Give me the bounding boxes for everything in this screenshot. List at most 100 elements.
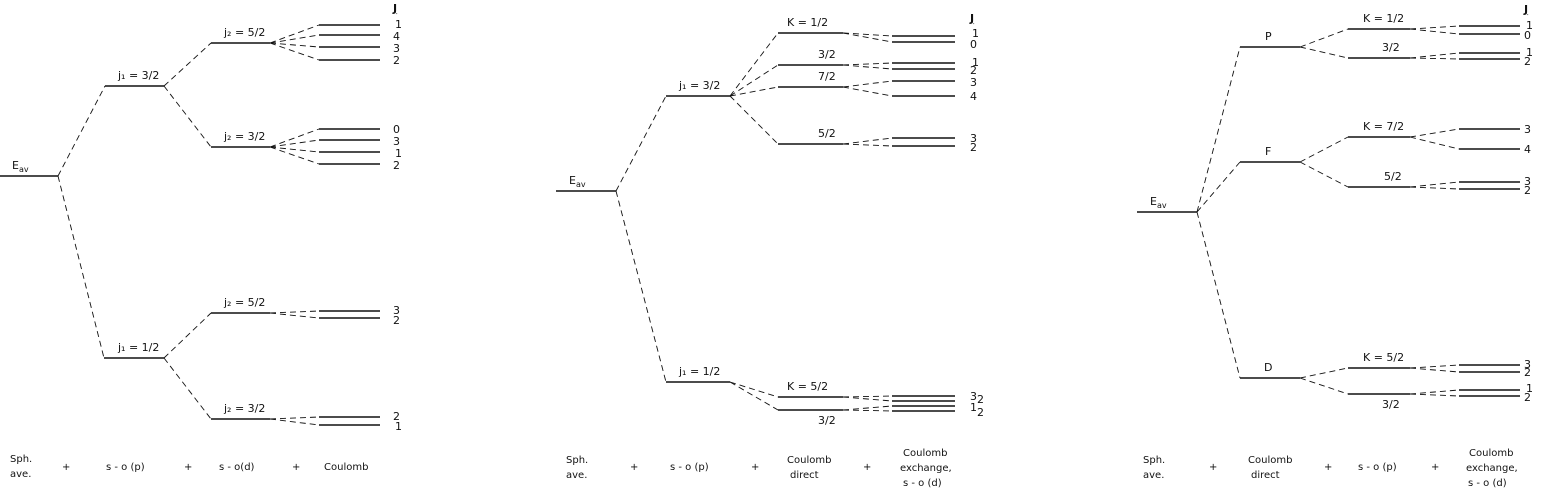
J-value: 2 (393, 314, 400, 327)
panel-2: Eav j₁ = 3/2 j₁ = 1/2 K = 1/2 3/2 7/2 5/… (556, 12, 984, 489)
K-label: 3/2 (1382, 41, 1400, 54)
svg-text:Coulomb: Coulomb (1469, 448, 1513, 459)
K-label: K = 1/2 (1363, 12, 1404, 25)
eav-label: Eav (569, 174, 586, 189)
K-label: K = 5/2 (787, 380, 828, 393)
J-value: 2 (977, 393, 984, 406)
svg-text:s - o (p): s - o (p) (106, 462, 145, 473)
svg-text:s - o (p): s - o (p) (1358, 462, 1397, 473)
K-label: 3/2 (818, 414, 836, 427)
final-levels (892, 35, 955, 412)
J-value: 1 (970, 401, 977, 414)
j2-label: j₂ = 3/2 (223, 402, 265, 415)
svg-text:Sph.: Sph. (1143, 455, 1165, 466)
svg-text:direct: direct (790, 470, 819, 481)
K-label: K = 7/2 (1363, 120, 1404, 133)
svg-text:ave.: ave. (10, 469, 31, 480)
J-value: 4 (970, 90, 977, 103)
connectors (57, 24, 320, 426)
J-value: 2 (970, 64, 977, 77)
axis-labels: Sph. ave. + s - o (p) + Coulomb direct +… (566, 448, 952, 489)
J-value: 2 (1524, 391, 1531, 404)
J-value: 1 (972, 56, 979, 69)
svg-text:Sph.: Sph. (566, 455, 588, 466)
svg-text:+: + (292, 462, 300, 473)
eav-label: Eav (1150, 195, 1167, 210)
J-value: 4 (393, 30, 400, 43)
j1-label: j₁ = 3/2 (117, 69, 159, 82)
J-value: 2 (977, 406, 984, 419)
svg-text:+: + (863, 462, 871, 473)
svg-text:s - o (d): s - o (d) (903, 478, 942, 489)
j1-label: j₁ = 3/2 (678, 79, 720, 92)
axis-labels: Sph. ave. + Coulomb direct + s - o (p) +… (1143, 448, 1518, 489)
svg-text:Coulomb: Coulomb (903, 448, 947, 459)
J-value: 0 (393, 123, 400, 136)
J-value: 3 (970, 132, 977, 145)
final-levels (1459, 25, 1520, 397)
j2-label: j₂ = 3/2 (223, 130, 265, 143)
J-value: 1 (1526, 46, 1533, 59)
j2-label: j₂ = 5/2 (223, 296, 265, 309)
j2-label: j₂ = 5/2 (223, 26, 265, 39)
svg-text:s - o (d): s - o (d) (1468, 478, 1507, 489)
svg-text:+: + (62, 462, 70, 473)
J-value: 2 (393, 159, 400, 172)
J-value: 3 (1524, 175, 1531, 188)
svg-text:s - o (p): s - o (p) (670, 462, 709, 473)
svg-text:+: + (184, 462, 192, 473)
svg-text:+: + (1324, 462, 1332, 473)
J-value: 3 (1524, 123, 1531, 136)
J-header: J (1523, 3, 1528, 16)
J-value: 1 (395, 420, 402, 433)
J-value: 4 (1524, 143, 1531, 156)
svg-text:+: + (630, 462, 638, 473)
L-label: P (1265, 30, 1272, 43)
J-value: 1 (1526, 19, 1533, 32)
svg-text:Coulomb: Coulomb (1248, 455, 1292, 466)
J-value: 2 (393, 54, 400, 67)
J-value: 3 (393, 304, 400, 317)
K-label: 3/2 (818, 48, 836, 61)
J-header: J (969, 12, 974, 25)
K-label: 5/2 (818, 127, 836, 140)
K-label: 7/2 (818, 70, 836, 83)
svg-text:Sph.: Sph. (10, 454, 32, 465)
connectors (615, 32, 893, 412)
J-header: J (392, 2, 397, 15)
svg-text:Coulomb: Coulomb (787, 455, 831, 466)
svg-text:ave.: ave. (566, 470, 587, 481)
j1-label: j₁ = 1/2 (117, 341, 159, 354)
axis-labels: Sph. ave. + s - o (p) + s - o(d) + Coulo… (10, 454, 368, 480)
J-value: 2 (1524, 366, 1531, 379)
J-value: 3 (393, 135, 400, 148)
final-levels (319, 24, 380, 426)
svg-text:exchange,: exchange, (1466, 463, 1518, 474)
J-value: 1 (972, 27, 979, 40)
L-label: F (1265, 145, 1271, 158)
J-value: 1 (1526, 382, 1533, 395)
J-value: 1 (395, 147, 402, 160)
J-value: 2 (1524, 55, 1531, 68)
svg-text:s - o(d): s - o(d) (219, 462, 255, 473)
J-value: 0 (1524, 29, 1531, 42)
panel-1: Eav j₁ = 3/2 j₁ = 1/2 j₂ = 5/2 j₂ = 3/2 … (0, 2, 402, 480)
L-label: D (1264, 361, 1272, 374)
J-value: 3 (970, 76, 977, 89)
svg-text:+: + (1209, 462, 1217, 473)
J-value: 1 (395, 18, 402, 31)
svg-text:ave.: ave. (1143, 470, 1164, 481)
svg-text:direct: direct (1251, 470, 1280, 481)
panel-3: Eav P F D K = 1/2 3/2 K = 7/2 5/2 K = 5/… (1137, 3, 1533, 489)
j1-label: j₁ = 1/2 (678, 365, 720, 378)
J-value: 2 (970, 141, 977, 154)
J-value: 2 (393, 410, 400, 423)
K-label: 3/2 (1382, 398, 1400, 411)
J-value: 2 (1524, 184, 1531, 197)
K-label: K = 1/2 (787, 16, 828, 29)
J-value: 3 (1524, 358, 1531, 371)
svg-text:exchange,: exchange, (900, 463, 952, 474)
svg-text:+: + (751, 462, 759, 473)
connectors (1196, 25, 1460, 397)
